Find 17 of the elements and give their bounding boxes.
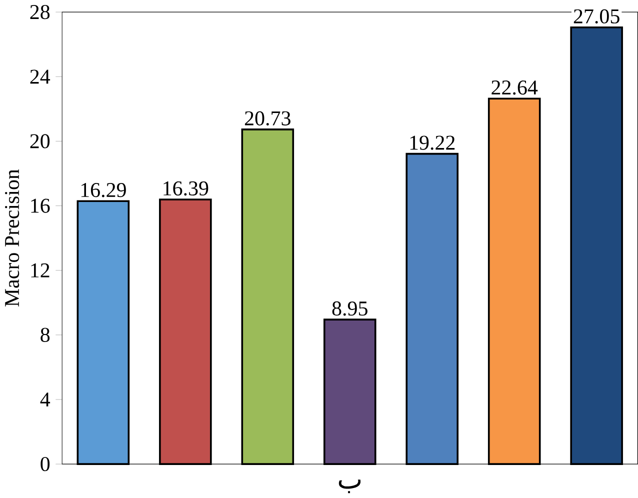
- y-tick-label: 8: [40, 328, 50, 342]
- data-label: 16.39: [164, 181, 208, 196]
- y-tick-label: 24: [30, 70, 50, 84]
- y-tick-label: 20: [30, 134, 50, 148]
- data-label: 8.95: [332, 301, 368, 316]
- data-label: 16.29: [81, 182, 126, 198]
- data-label: 19.22: [410, 136, 455, 150]
- data-label: 27.05: [574, 9, 620, 24]
- y-tick-label: 4: [40, 392, 50, 406]
- data-label: 22.64: [492, 80, 538, 95]
- y-axis-title: Macro Precision: [5, 169, 20, 306]
- x-axis-title: ب: [338, 480, 361, 494]
- y-tick-label: 12: [31, 263, 50, 278]
- y-tick-label: 28: [30, 4, 50, 20]
- data-label: 20.73: [244, 111, 290, 126]
- y-tick-label: 16: [31, 198, 50, 213]
- y-tick-label: 0: [40, 456, 50, 472]
